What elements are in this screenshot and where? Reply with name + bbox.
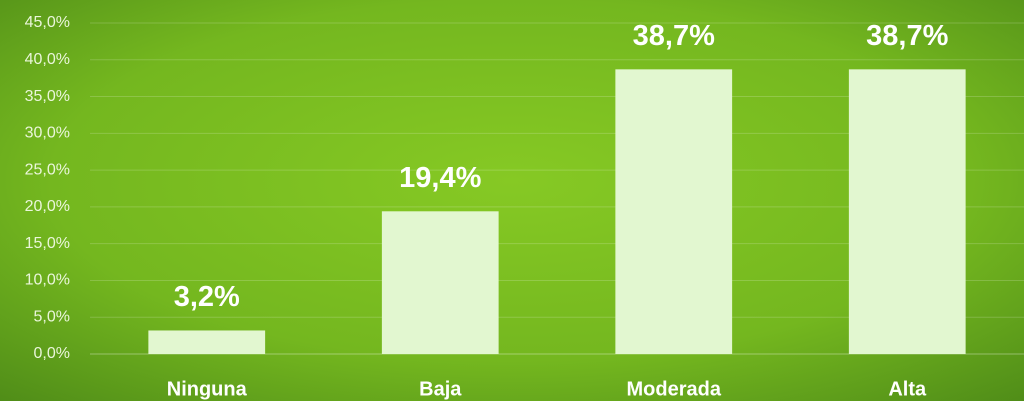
bar <box>615 69 733 354</box>
y-tick-label: 0,0% <box>34 345 70 362</box>
y-tick-label: 40,0% <box>25 51 70 68</box>
x-tick-label: Ninguna <box>167 378 248 400</box>
bar <box>848 69 966 354</box>
y-tick-label: 10,0% <box>25 272 70 289</box>
x-tick-label: Baja <box>419 378 462 400</box>
bar <box>381 211 499 354</box>
y-tick-label: 5,0% <box>34 308 70 325</box>
data-label: 38,7% <box>633 20 715 52</box>
data-label: 19,4% <box>399 162 481 194</box>
y-tick-label: 15,0% <box>25 235 70 252</box>
y-tick-label: 20,0% <box>25 198 70 215</box>
x-tick-label: Alta <box>888 378 927 400</box>
y-tick-label: 30,0% <box>25 125 70 142</box>
y-tick-label: 25,0% <box>25 161 70 178</box>
y-tick-label: 35,0% <box>25 88 70 105</box>
data-label: 3,2% <box>174 281 240 313</box>
data-label: 38,7% <box>866 20 948 52</box>
bar <box>148 330 266 354</box>
y-tick-label: 45,0% <box>25 14 70 31</box>
x-tick-label: Moderada <box>627 378 722 400</box>
